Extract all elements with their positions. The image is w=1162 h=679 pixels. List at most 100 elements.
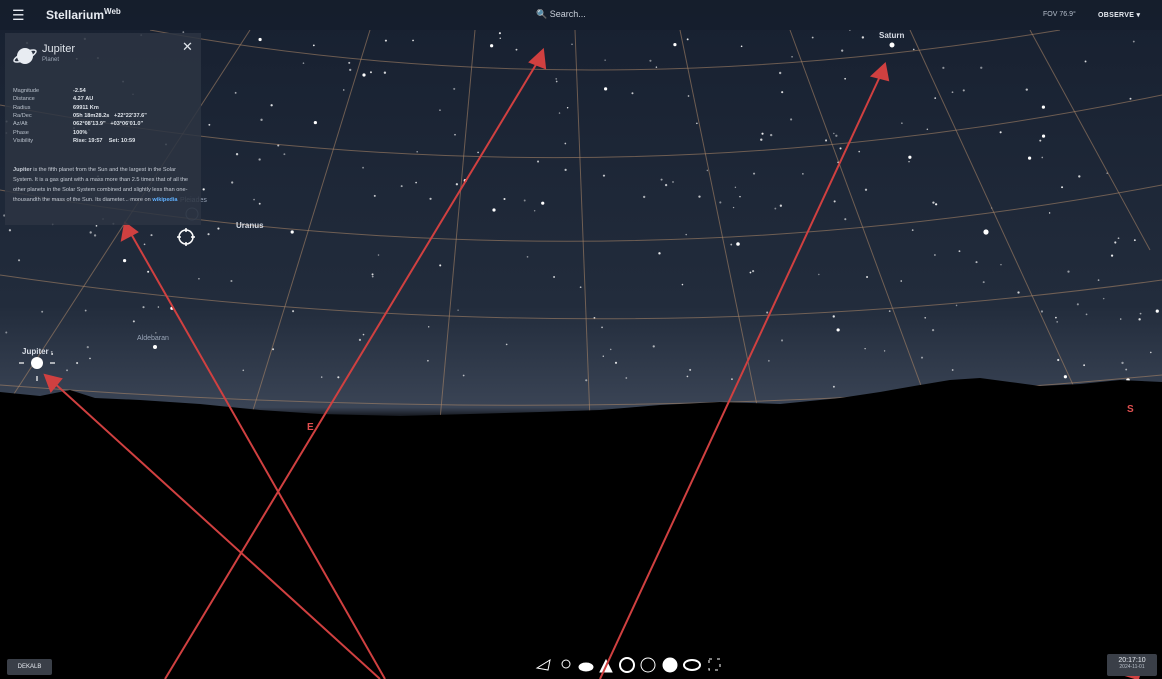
- star: [18, 259, 20, 261]
- star: [313, 44, 315, 46]
- star: [1103, 298, 1104, 299]
- object-title: Jupiter: [42, 43, 75, 55]
- star: [96, 225, 98, 227]
- star: [291, 230, 294, 233]
- star: [858, 151, 860, 153]
- mode-label: OBSERVE: [1098, 12, 1134, 19]
- aldebaran-marker: [153, 345, 157, 349]
- app-suffix: Web: [104, 7, 121, 16]
- star: [603, 356, 604, 357]
- app-logo[interactable]: StellariumWeb: [46, 7, 121, 22]
- mode-menu[interactable]: OBSERVE ▾: [1098, 11, 1140, 19]
- star: [901, 122, 903, 124]
- atmosphere-button[interactable]: [579, 663, 593, 671]
- star: [770, 134, 772, 136]
- wikipedia-link[interactable]: wikipedia: [152, 197, 177, 203]
- star: [604, 87, 607, 90]
- star: [203, 188, 205, 190]
- close-button[interactable]: ✕: [182, 39, 193, 55]
- star: [862, 36, 864, 38]
- info-label: Magnitude: [13, 88, 39, 94]
- star: [760, 139, 762, 141]
- star: [601, 327, 603, 329]
- star: [158, 306, 160, 308]
- star: [292, 310, 294, 312]
- star: [980, 67, 982, 69]
- star: [825, 139, 827, 141]
- star: [741, 45, 743, 47]
- star: [1049, 212, 1050, 213]
- star: [1055, 317, 1057, 319]
- info-value: -2.54: [73, 88, 86, 94]
- star: [585, 379, 587, 381]
- star: [844, 218, 846, 220]
- menu-button[interactable]: ☰: [12, 8, 25, 22]
- star: [231, 181, 233, 183]
- location-button[interactable]: DEKALB: [7, 659, 52, 675]
- star: [321, 376, 322, 377]
- star: [689, 369, 691, 371]
- star: [506, 344, 508, 346]
- star: [427, 360, 429, 362]
- star: [952, 369, 954, 371]
- star: [5, 332, 7, 334]
- star: [372, 276, 374, 278]
- info-label: Visibility: [13, 138, 33, 144]
- search-box[interactable]: 🔍 Search...: [536, 9, 586, 20]
- star: [884, 350, 885, 351]
- nebulae-button[interactable]: [663, 658, 677, 672]
- star: [696, 123, 697, 124]
- star: [733, 207, 734, 208]
- star: [839, 147, 841, 149]
- bright-star: [983, 229, 988, 234]
- star: [348, 62, 350, 64]
- star: [87, 346, 89, 348]
- star: [1138, 318, 1140, 320]
- star: [682, 284, 684, 286]
- star: [975, 261, 977, 263]
- star: [935, 203, 937, 205]
- datetime-button[interactable]: 20:17:10 2024-11-01: [1107, 654, 1157, 676]
- top-bar: ☰ StellariumWeb 🔍 Search... FOV 76.9° OB…: [0, 0, 1162, 30]
- star: [343, 89, 345, 91]
- star: [378, 254, 380, 256]
- star: [908, 161, 910, 163]
- info-label: Distance: [13, 96, 35, 102]
- star: [1042, 135, 1045, 138]
- star: [463, 375, 465, 377]
- star: [537, 161, 539, 163]
- star: [766, 312, 768, 314]
- star: [942, 67, 944, 69]
- star: [236, 153, 238, 155]
- star: [781, 339, 783, 341]
- saturn-marker: [890, 43, 895, 48]
- star: [812, 37, 814, 39]
- star: [752, 270, 754, 272]
- star: [9, 229, 11, 231]
- star: [144, 243, 146, 245]
- star: [661, 179, 663, 181]
- star: [1041, 157, 1043, 159]
- star: [337, 376, 339, 378]
- star: [1039, 140, 1041, 142]
- sky-label: Aldebaran: [137, 335, 169, 342]
- star: [559, 112, 560, 113]
- star: [567, 107, 568, 108]
- stellarium-app: Saturn Pleiades Uranus Aldebaran Jupiter…: [0, 0, 1162, 679]
- star: [416, 151, 418, 153]
- star: [363, 334, 365, 336]
- info-value: 4.27 AU: [73, 96, 93, 102]
- cardinal-point: E: [307, 422, 314, 433]
- star: [1026, 88, 1028, 90]
- star: [85, 310, 87, 312]
- star: [1041, 310, 1043, 312]
- jupiter-marker[interactable]: [31, 357, 43, 369]
- star: [500, 37, 502, 39]
- star: [983, 281, 985, 283]
- star: [1086, 314, 1088, 316]
- star: [527, 256, 529, 258]
- star: [524, 200, 526, 202]
- star: [259, 203, 261, 205]
- star: [844, 78, 846, 80]
- star: [866, 276, 868, 278]
